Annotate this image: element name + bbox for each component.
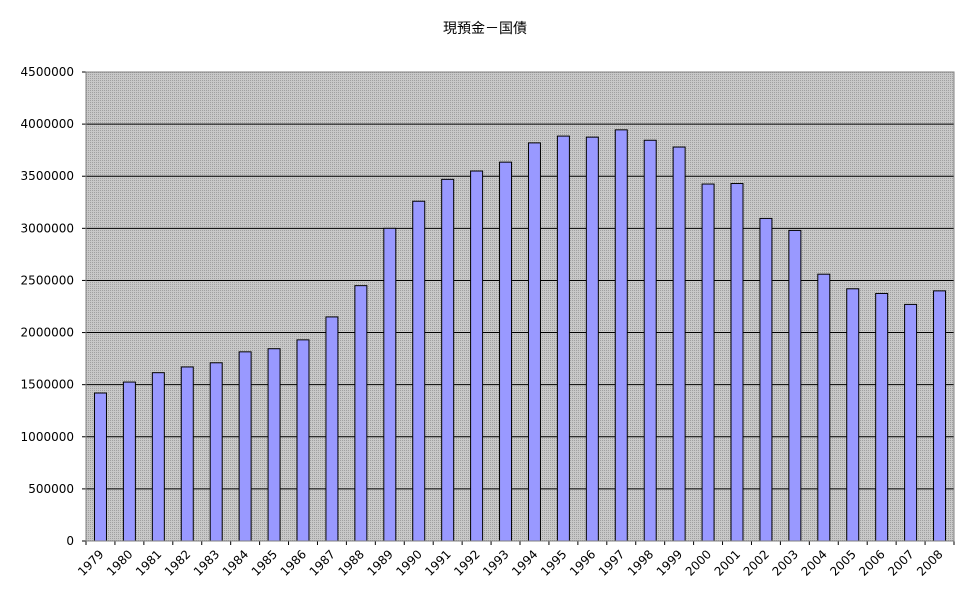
bar [180, 366, 194, 542]
x-tick-label: 1990 [393, 547, 424, 578]
bar [585, 136, 599, 542]
bar [701, 183, 715, 542]
x-tick-label: 2000 [683, 547, 714, 578]
bar [730, 183, 744, 542]
x-tick-label: 1986 [278, 547, 309, 578]
x-tick-label: 1998 [625, 547, 656, 578]
plot-border [85, 71, 955, 542]
bar [412, 200, 426, 542]
bar [325, 316, 339, 542]
bar [643, 139, 657, 542]
x-tick-label: 1984 [220, 547, 251, 578]
x-tick-label: 1996 [567, 547, 598, 578]
x-tick-label: 1988 [335, 547, 366, 578]
bar [904, 303, 918, 542]
x-tick-label: 1989 [364, 547, 395, 578]
bar [441, 178, 455, 542]
bars [93, 129, 947, 542]
y-tick-label: 4000000 [21, 117, 74, 131]
x-axis-ticks: 1979198019811982198319841985198619871988… [75, 541, 955, 579]
bar [499, 161, 513, 542]
bar [556, 135, 570, 542]
x-tick-label: 1983 [191, 547, 222, 578]
bar [846, 288, 860, 542]
x-tick-label: 1979 [75, 547, 106, 578]
x-tick-label: 1999 [654, 547, 685, 578]
y-tick-label: 1000000 [21, 430, 74, 444]
bar [614, 129, 628, 542]
y-tick-label: 3000000 [21, 221, 74, 235]
x-tick-label: 2003 [769, 547, 800, 578]
y-axis-ticks: 0 500000 1000000 1500000 2000000 2500000 30000… [21, 65, 86, 548]
x-tick-label: 2008 [914, 547, 945, 578]
y-tick-label: 3500000 [21, 169, 74, 183]
bar [759, 217, 773, 542]
bar [933, 290, 947, 542]
bar [209, 362, 223, 542]
x-tick-label: 1980 [104, 547, 135, 578]
x-tick-label: 2007 [885, 547, 916, 578]
bar [672, 146, 686, 542]
x-tick-label: 1991 [422, 547, 453, 578]
bar [817, 273, 831, 542]
bar [93, 392, 107, 542]
bar [788, 229, 802, 542]
x-tick-label: 2001 [712, 547, 743, 578]
y-tick-label: 2500000 [21, 273, 74, 287]
y-tick-label: 2000000 [21, 326, 74, 340]
bar [122, 381, 136, 542]
x-tick-label: 1982 [162, 547, 193, 578]
y-tick-label: 500000 [28, 482, 74, 496]
bar [238, 351, 252, 542]
x-tick-label: 2004 [798, 547, 829, 578]
x-tick-label: 1981 [133, 547, 164, 578]
x-tick-label: 1985 [249, 547, 280, 578]
bar [470, 170, 484, 542]
bar [875, 292, 889, 542]
x-tick-label: 1997 [596, 547, 627, 578]
x-tick-label: 1992 [451, 547, 482, 578]
y-tick-label: 0 [66, 534, 74, 548]
x-tick-label: 1995 [538, 547, 569, 578]
x-tick-label: 1993 [480, 547, 511, 578]
x-tick-label: 1987 [307, 547, 338, 578]
bar [527, 142, 541, 542]
bar [354, 285, 368, 542]
chart-title: 現預金－国債 [443, 21, 527, 37]
x-tick-label: 2002 [741, 547, 772, 578]
bar [151, 372, 165, 542]
bar [383, 227, 397, 542]
x-tick-label: 2006 [856, 547, 887, 578]
bar [296, 339, 310, 542]
plot-area [86, 72, 954, 541]
x-tick-label: 2005 [827, 547, 858, 578]
bar [267, 348, 281, 542]
y-tick-label: 1500000 [21, 378, 74, 392]
x-tick-label: 1994 [509, 547, 540, 578]
y-tick-label: 4500000 [21, 65, 74, 79]
